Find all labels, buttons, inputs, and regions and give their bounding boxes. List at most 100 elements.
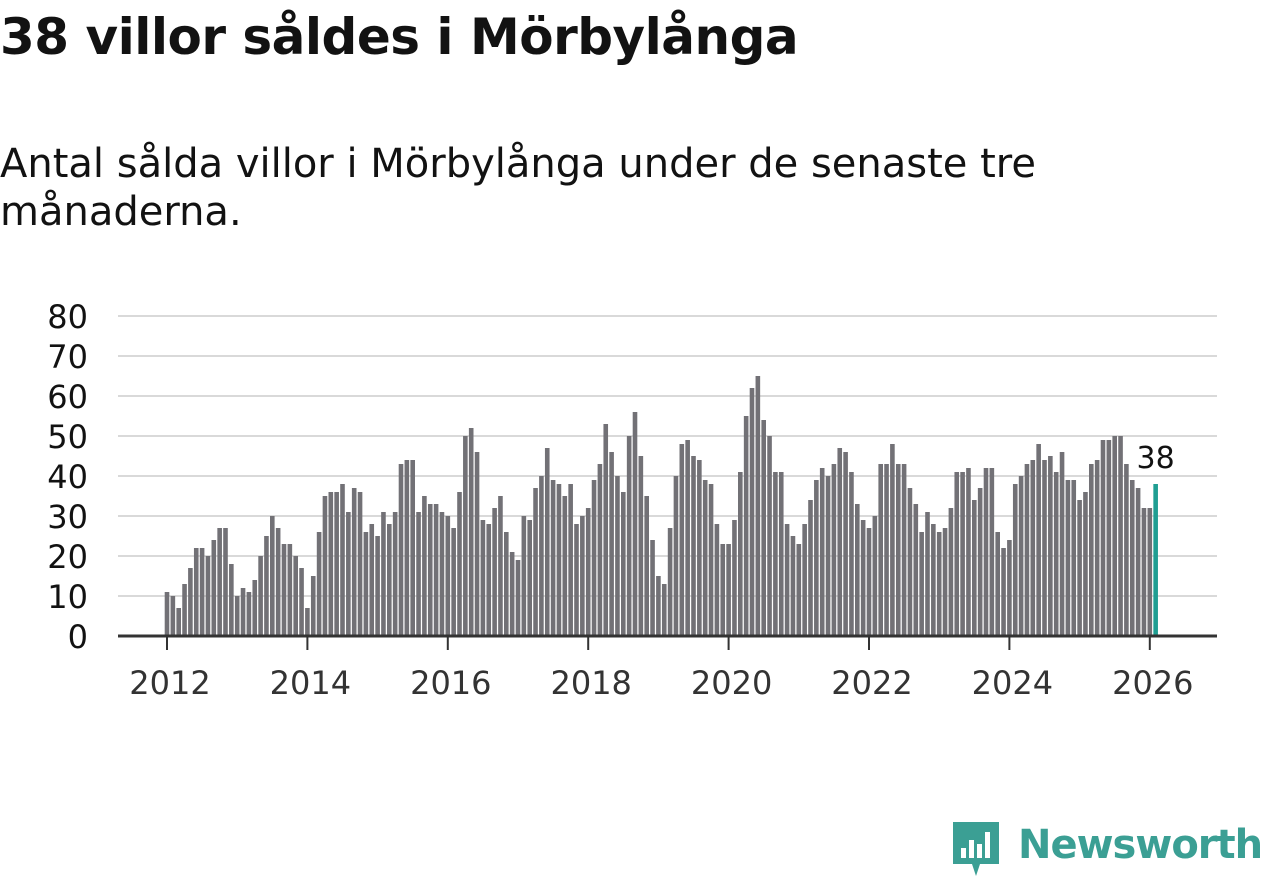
- bar: [474, 452, 480, 636]
- bar: [392, 512, 398, 636]
- bar: [603, 424, 609, 636]
- bar: [1036, 444, 1041, 636]
- bar: [498, 496, 503, 636]
- bar: [796, 544, 802, 636]
- y-tick-label: 30: [47, 498, 88, 536]
- bar: [597, 464, 603, 636]
- bar: [556, 484, 562, 636]
- bar: [726, 544, 731, 636]
- bar: [463, 436, 468, 636]
- bar: [416, 512, 421, 636]
- bar: [340, 484, 345, 636]
- bar: [855, 504, 860, 636]
- bars: [164, 376, 1158, 636]
- bar: [1053, 472, 1059, 636]
- bar: [1083, 492, 1088, 636]
- y-tick-label: 10: [47, 578, 88, 616]
- bar: [767, 436, 772, 636]
- bar: [1018, 476, 1024, 636]
- bar: [661, 584, 667, 636]
- bar: [691, 456, 696, 636]
- bar: [1089, 464, 1094, 636]
- bar: [849, 472, 854, 636]
- bar: [164, 592, 170, 636]
- bar: [539, 476, 544, 636]
- bar: [1059, 452, 1065, 636]
- bar: [574, 524, 579, 636]
- bar: [193, 548, 199, 636]
- bar: [913, 504, 919, 636]
- bar: [837, 448, 843, 636]
- x-tick-label: 2012: [129, 664, 210, 702]
- bar: [299, 568, 304, 636]
- bar: [521, 516, 527, 636]
- y-tick-label: 70: [47, 338, 88, 376]
- x-tick-label: 2020: [691, 664, 772, 702]
- bar: [784, 524, 790, 636]
- bar: [550, 480, 556, 636]
- bar: [638, 456, 644, 636]
- bar: [925, 512, 930, 636]
- y-tick-label: 50: [47, 418, 88, 456]
- bar: [486, 524, 492, 636]
- bar: [650, 540, 655, 636]
- bar: [1007, 540, 1012, 636]
- bar: [632, 412, 638, 636]
- bar: [223, 528, 228, 636]
- bar: [492, 508, 497, 636]
- bar: [246, 592, 252, 636]
- bar: [515, 560, 521, 636]
- bar: [1106, 440, 1112, 636]
- bar: [1147, 508, 1153, 636]
- bar: [901, 464, 907, 636]
- bar: [667, 528, 673, 636]
- bar: [790, 536, 796, 636]
- bar: [890, 444, 895, 636]
- bar: [1048, 456, 1053, 636]
- bar: [281, 544, 287, 636]
- bar: [468, 428, 474, 636]
- x-axis-ticks: 2012 2014 2016 2018 2020 2022 2024 2026: [129, 636, 1194, 702]
- bar: [1077, 500, 1082, 636]
- newsworthy-logo-icon: [953, 822, 999, 876]
- bar: [866, 528, 872, 636]
- bar: [685, 440, 690, 636]
- bar: [1024, 464, 1030, 636]
- bar: [527, 520, 532, 636]
- bar: [305, 608, 310, 636]
- bar: [1124, 464, 1129, 636]
- bar: [936, 532, 942, 636]
- newsworthy-logo: Newsworthy: [950, 820, 1262, 878]
- bar: [720, 544, 726, 636]
- bar: [205, 556, 211, 636]
- x-tick-label: 2016: [410, 664, 491, 702]
- bar: [778, 472, 784, 636]
- bar: [275, 528, 281, 636]
- bar: [580, 516, 585, 636]
- bar-highlight: [1153, 484, 1158, 636]
- bar: [533, 488, 538, 636]
- x-tick-label: 2026: [1112, 664, 1193, 702]
- bar: [697, 460, 702, 636]
- bar: [895, 464, 901, 636]
- bar: [451, 528, 456, 636]
- bar: [346, 512, 351, 636]
- bar: [773, 472, 778, 636]
- bar: [287, 544, 293, 636]
- bar: [1135, 488, 1141, 636]
- bar: [966, 468, 971, 636]
- brand-name: Newsworthy: [1018, 822, 1262, 868]
- bar: [878, 464, 883, 636]
- bar: [884, 464, 889, 636]
- chart-subtitle: Antal sålda villor i Mörbylånga under de…: [0, 141, 1036, 235]
- bar: [1042, 460, 1047, 636]
- bar: [258, 556, 263, 636]
- bar: [176, 608, 181, 636]
- bar: [264, 536, 269, 636]
- bar: [316, 532, 322, 636]
- bar: [375, 536, 380, 636]
- bar: [919, 532, 924, 636]
- bar: [369, 524, 375, 636]
